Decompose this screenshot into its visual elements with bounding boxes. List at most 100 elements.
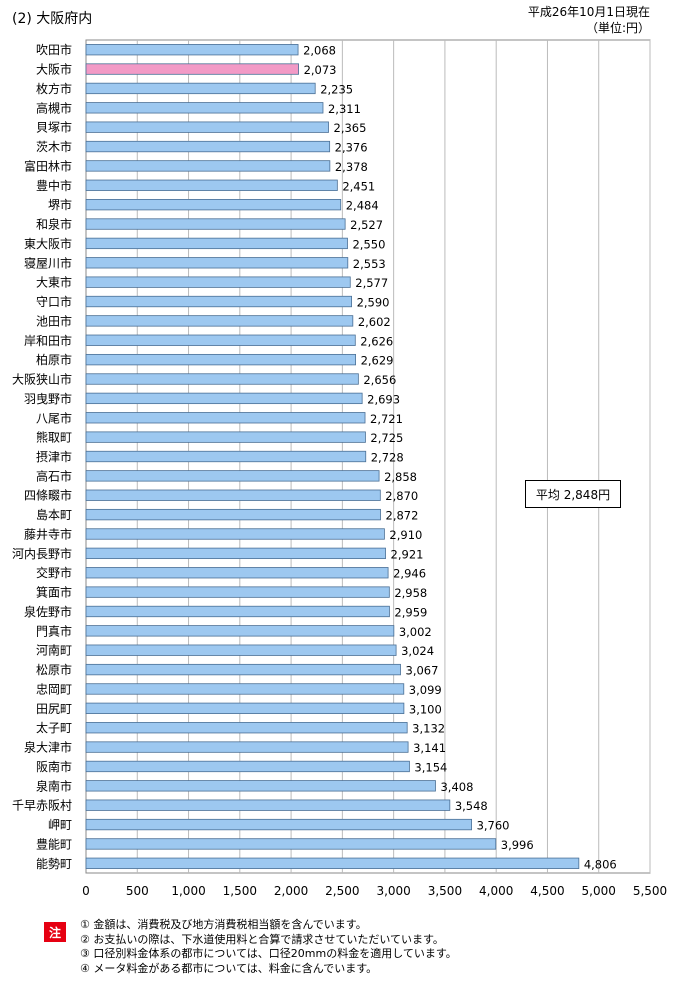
bar	[85, 44, 299, 56]
category-label: 東大阪市	[24, 236, 72, 251]
bar	[85, 470, 380, 482]
category-label: 阪南市	[36, 759, 72, 774]
x-tick-label: 500	[126, 884, 149, 898]
note-line: ① 金額は、消費税及び地方消費税相当額を含んでいます。	[80, 918, 367, 931]
bar	[85, 508, 381, 521]
value-label: 2,484	[346, 199, 379, 213]
category-label: 豊能町	[36, 837, 72, 851]
x-tick-label: 2,500	[325, 884, 359, 898]
category-label: 大阪市	[36, 62, 72, 77]
bar-chart: 0 500 1,000 1,500 2,000 2,500 3,000 3,500 4,000 4…	[12, 39, 667, 898]
category-label: 高槻市	[36, 100, 72, 115]
value-label: 3,408	[440, 780, 473, 794]
category-label: 岬町	[48, 818, 72, 832]
value-label: 2,946	[393, 567, 426, 581]
bar	[85, 838, 497, 850]
bar	[85, 567, 389, 579]
category-label: 寝屋川市	[24, 255, 72, 270]
category-label: 柏原市	[36, 352, 72, 367]
bar	[85, 334, 356, 346]
value-label: 2,870	[385, 489, 418, 503]
category-label: 富田林市	[24, 158, 72, 173]
x-tick-label: 1,500	[223, 884, 257, 898]
category-label: 藤井寺市	[24, 526, 72, 541]
value-label: 2,693	[367, 392, 400, 406]
x-tick-label: 5,000	[582, 884, 616, 898]
bar	[85, 237, 348, 250]
bar	[85, 760, 410, 773]
note-line: ③ 口径別料金体系の都市については、口径20mmの料金を適用しています。	[80, 947, 457, 960]
value-label: 2,311	[328, 102, 361, 116]
x-tick-label: 2,000	[274, 884, 308, 898]
bar	[85, 276, 351, 288]
bar	[85, 257, 349, 269]
category-label: 泉大津市	[24, 740, 72, 755]
category-label: 堺市	[48, 197, 72, 212]
value-label: 3,548	[455, 799, 488, 813]
value-label: 3,154	[414, 760, 447, 774]
category-label: 島本町	[36, 507, 72, 522]
bar	[85, 121, 329, 133]
bar	[85, 780, 436, 792]
bar	[85, 625, 395, 637]
bar	[85, 528, 385, 540]
category-label: 田尻町	[36, 702, 72, 716]
average-label-box: 平均 2,848円	[525, 480, 621, 508]
value-label: 3,002	[399, 625, 432, 639]
value-label: 2,073	[304, 63, 337, 77]
value-label: 3,067	[406, 664, 439, 678]
category-label: 大東市	[36, 275, 72, 290]
category-label: 羽曳野市	[24, 391, 72, 406]
category-label: 河内長野市	[12, 546, 72, 561]
value-label: 3,132	[412, 722, 445, 736]
bar	[85, 857, 580, 869]
category-label: 枚方市	[36, 81, 72, 96]
category-label: 泉南市	[36, 778, 72, 793]
category-label: 高石市	[36, 468, 72, 483]
category-label: 貝塚市	[36, 120, 72, 135]
note-line: ② お支払いの際は、下水道使用料と合算で請求させていただいています。	[80, 932, 444, 946]
bar	[85, 315, 354, 327]
note-lines: ① 金額は、消費税及び地方消費税相当額を含んでいます。 ② お支払いの際は、下水…	[80, 918, 640, 976]
value-label: 3,760	[477, 819, 510, 833]
bar	[85, 160, 331, 172]
bar	[85, 683, 405, 695]
category-label: 太子町	[36, 720, 72, 735]
bar	[85, 450, 367, 463]
bar	[85, 373, 359, 385]
category-label: 岸和田市	[24, 333, 72, 348]
bar	[85, 644, 397, 656]
value-label: 3,024	[401, 644, 434, 658]
value-label: 2,577	[355, 276, 388, 290]
bar	[85, 586, 390, 598]
value-label: 2,721	[370, 412, 403, 426]
category-label: 摂津市	[36, 449, 72, 464]
value-label: 2,451	[342, 179, 375, 193]
value-label: 3,099	[409, 683, 442, 697]
x-tick-label: 3,000	[376, 884, 410, 898]
bar	[85, 818, 472, 831]
value-label: 2,365	[334, 121, 367, 135]
bar	[85, 140, 331, 153]
date-unit-block: 平成26年10月1日現在 （単位:円）	[528, 4, 650, 36]
bar	[85, 799, 451, 811]
value-label: 2,602	[358, 315, 391, 329]
category-label: 大阪狭山市	[12, 372, 72, 387]
bar	[85, 702, 405, 714]
bar	[85, 489, 381, 501]
category-label: 熊取町	[36, 430, 72, 445]
bar	[85, 353, 356, 366]
bar	[85, 218, 346, 230]
x-tick-label: 5,500	[633, 884, 667, 898]
value-label: 2,921	[391, 547, 424, 561]
value-label: 2,626	[360, 334, 393, 348]
value-label: 3,996	[501, 838, 534, 852]
category-label: 能勢町	[36, 856, 72, 871]
value-label: 3,141	[413, 741, 446, 755]
category-label: 河南町	[36, 643, 72, 658]
value-label: 2,235	[320, 82, 353, 96]
chart-section-title: (2) 大阪府内	[12, 11, 93, 27]
x-tick-label: 0	[82, 884, 90, 898]
value-label: 2,068	[303, 44, 336, 58]
value-label: 2,550	[352, 237, 385, 251]
